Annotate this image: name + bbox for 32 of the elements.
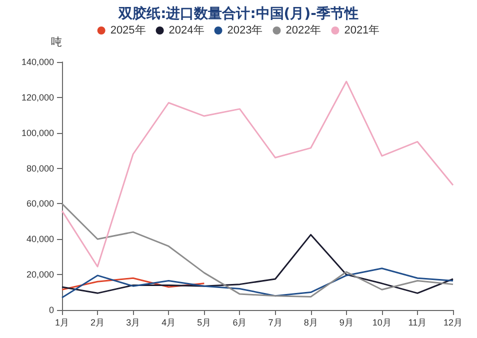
- x-tick-label: 11月: [408, 318, 427, 328]
- y-axis-title: 吨: [51, 36, 62, 48]
- y-tick-label: 140,000: [21, 57, 54, 67]
- y-tick-label: 60,000: [26, 198, 54, 209]
- x-tick-label: 6月: [232, 318, 247, 328]
- chart-title: 双胶纸:进口数量合计:中国(月)-季节性: [118, 5, 358, 22]
- x-tick-label: 7月: [268, 318, 282, 328]
- legend-label: 2023年: [227, 24, 263, 36]
- line-series: [61, 80, 454, 268]
- y-tick-label: 120,000: [21, 92, 54, 102]
- legend-label: 2022年: [286, 24, 322, 36]
- legend-label: 2025年: [110, 24, 146, 36]
- y-tick-label: 100,000: [21, 128, 54, 138]
- x-tick-label: 2月: [90, 318, 105, 328]
- y-tick-label: 0: [48, 305, 54, 315]
- line-series: [61, 202, 454, 298]
- x-tick-label: 9月: [339, 318, 354, 328]
- legend-label: 2021年: [344, 24, 380, 36]
- legend-label: 2024年: [168, 24, 204, 36]
- y-tick-label: 40,000: [26, 234, 54, 244]
- line-series: [61, 277, 205, 290]
- x-tick-label: 5月: [197, 318, 212, 328]
- y-tick-label: 20,000: [26, 270, 54, 280]
- x-tick-label: 4月: [162, 318, 176, 328]
- line-series: [61, 234, 454, 294]
- x-tick-label: 1月: [54, 318, 70, 328]
- x-tick-label: 3月: [126, 318, 140, 328]
- x-tick-label: 12月: [443, 318, 463, 328]
- y-tick-label: 80,000: [26, 163, 54, 174]
- x-tick-label: 10月: [372, 318, 392, 328]
- line-series: [61, 268, 454, 298]
- x-tick-label: 8月: [304, 318, 318, 328]
